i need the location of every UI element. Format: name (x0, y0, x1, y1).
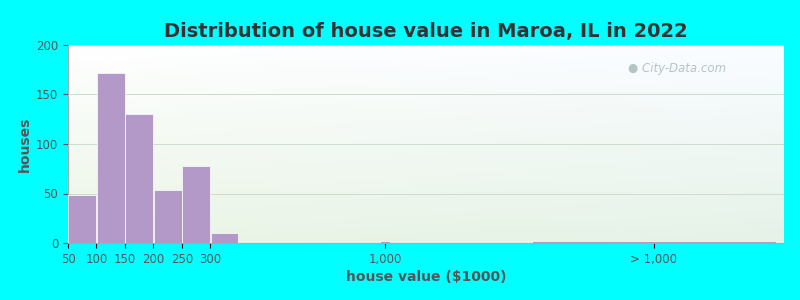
Text: ● City-Data.com: ● City-Data.com (627, 62, 726, 75)
Y-axis label: houses: houses (18, 116, 32, 172)
Bar (182, 166, 210, 243)
Bar (126, 114, 153, 243)
Bar (532, 241, 776, 243)
Bar (210, 233, 238, 243)
Bar (381, 241, 390, 243)
Bar (69, 196, 96, 243)
Bar (154, 190, 182, 243)
X-axis label: house value ($1000): house value ($1000) (346, 270, 506, 284)
Title: Distribution of house value in Maroa, IL in 2022: Distribution of house value in Maroa, IL… (164, 22, 688, 41)
Bar (97, 73, 125, 243)
